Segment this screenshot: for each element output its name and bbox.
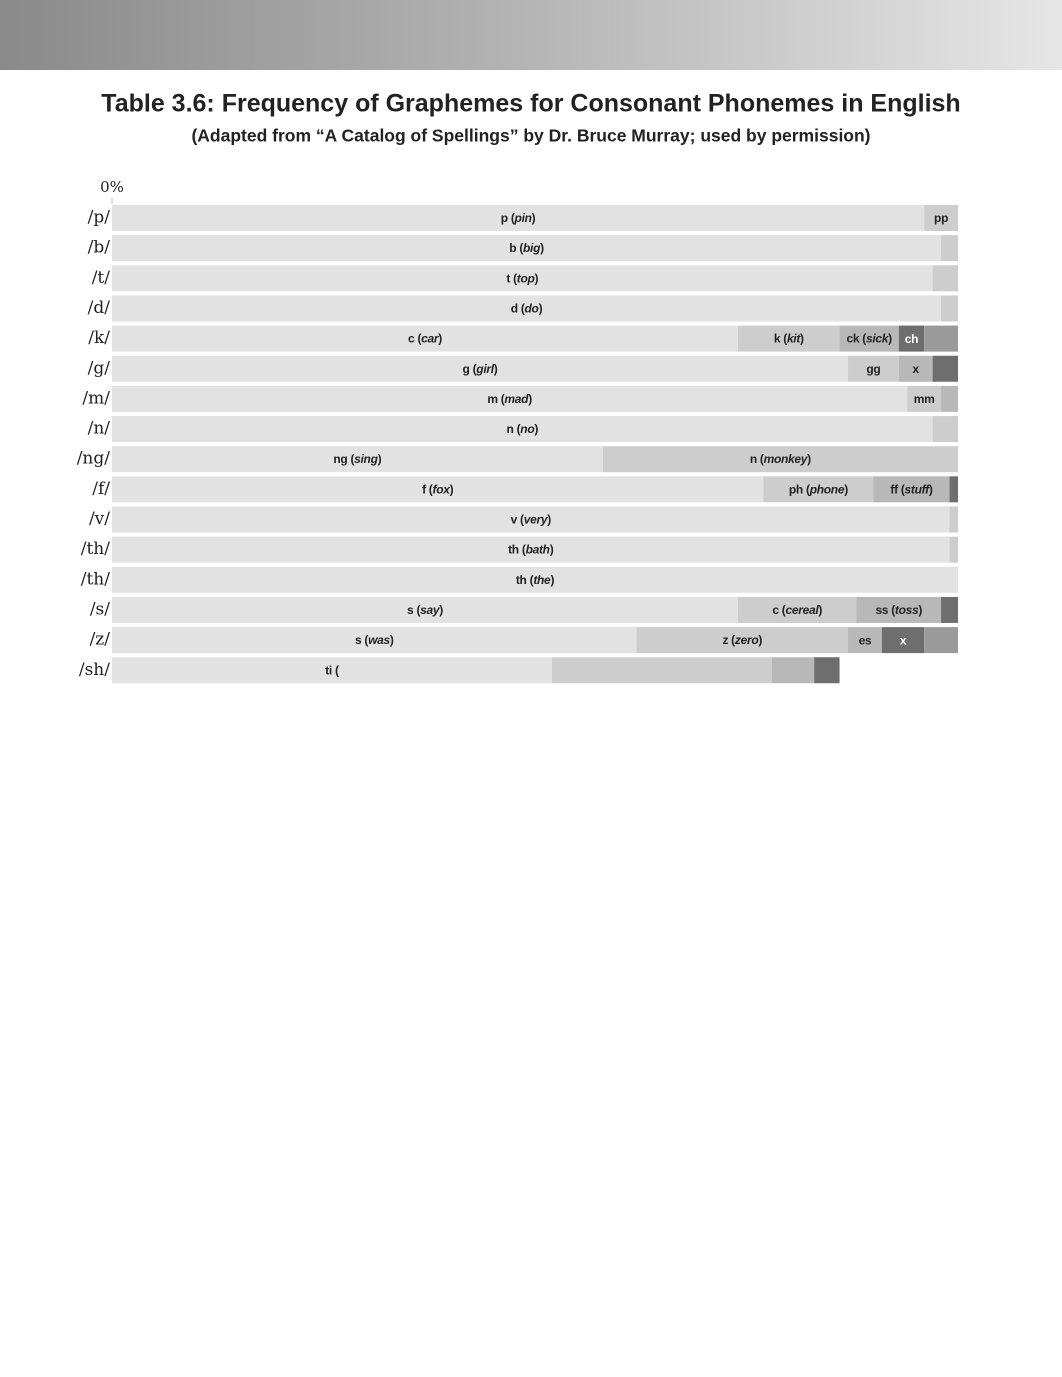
bar-segment — [551, 657, 772, 684]
bar-segment — [112, 325, 739, 352]
bar-segment — [941, 385, 958, 412]
segment-label: mm — [914, 392, 935, 406]
segment-label: z (zero) — [722, 633, 762, 647]
segment-label: ss (toss) — [875, 603, 922, 617]
bar-segment — [112, 506, 950, 533]
bar-segment — [112, 355, 849, 382]
bar-segment — [771, 657, 815, 684]
segment-label: k (kit) — [774, 332, 804, 346]
bar-segment — [898, 355, 933, 382]
x-tick-label: 0% — [100, 178, 124, 196]
bar-segment — [112, 295, 942, 322]
segment-label: t (top) — [506, 271, 538, 285]
segment-label: x — [913, 362, 920, 376]
row-label: /f/ — [92, 479, 110, 499]
row-label: /z/ — [90, 630, 111, 650]
segment-label: ch — [905, 332, 918, 346]
bar-segment — [112, 627, 637, 654]
bar-segment — [738, 325, 840, 352]
segment-label: b (big) — [509, 241, 544, 255]
segment-label: n (no) — [507, 422, 539, 436]
bar-segment — [856, 596, 942, 623]
bar-segment — [112, 657, 552, 684]
segment-label: ti ( — [325, 663, 339, 677]
segment-label: th (bath) — [508, 543, 554, 557]
bar-segment — [112, 566, 958, 593]
bar-segment — [941, 235, 958, 262]
segment-label: d (do) — [511, 302, 543, 316]
bar-segment — [907, 385, 942, 412]
segment-label: g (girl) — [463, 362, 498, 376]
segment-label: n (monkey) — [750, 452, 811, 466]
bar-segment — [949, 536, 958, 563]
segment-label: m (mad) — [487, 392, 532, 406]
segment-label: p (pin) — [501, 211, 536, 225]
bar-segment — [949, 506, 958, 533]
row-label: /sh/ — [79, 660, 110, 680]
bar-segment — [881, 627, 925, 654]
segment-label: ng (sing) — [333, 452, 381, 466]
bar-segment — [941, 295, 958, 322]
header-band — [0, 0, 1062, 70]
bar-segment — [602, 446, 958, 473]
bar-segment — [112, 265, 933, 292]
bar-segment — [112, 416, 933, 443]
segment-label: c (cereal) — [772, 603, 822, 617]
segment-label: pp — [934, 211, 948, 225]
segment-label: ph (phone) — [789, 483, 848, 497]
bar-segment — [112, 476, 764, 503]
bar-segment — [932, 265, 958, 292]
row-label: /t/ — [92, 268, 111, 288]
bar-segment — [932, 416, 958, 443]
row-label: /k/ — [88, 328, 110, 348]
bar-segment — [924, 627, 958, 654]
bar-segment — [814, 657, 840, 684]
row-label: /d/ — [88, 298, 111, 318]
bar-segment — [112, 536, 950, 563]
bar-segment — [636, 627, 849, 654]
chart-title: Table 3.6: Frequency of Graphemes for Co… — [101, 90, 960, 118]
bar-segment — [112, 446, 603, 473]
row-label: /s/ — [90, 599, 110, 619]
row-label: /b/ — [88, 238, 111, 258]
row-label: /ng/ — [77, 449, 111, 469]
segment-label: v (very) — [511, 513, 552, 527]
row-label: /n/ — [88, 419, 111, 439]
segment-label: es — [859, 633, 872, 647]
bar-segment — [763, 476, 874, 503]
segment-label: ck (sick) — [846, 332, 892, 346]
bar-segment — [112, 235, 942, 262]
bar-segment — [924, 205, 958, 231]
bar-segment — [873, 476, 950, 503]
segment-label: gg — [866, 362, 880, 376]
row-label: /v/ — [89, 509, 110, 529]
bar-segment — [941, 596, 958, 623]
bar-segment — [839, 325, 899, 352]
bar-segment — [924, 325, 958, 352]
segment-label: s (say) — [407, 603, 443, 617]
segment-label: f (fox) — [422, 483, 454, 497]
bar-segment — [898, 325, 925, 352]
segment-label: s (was) — [355, 633, 394, 647]
segment-label: th (the) — [516, 573, 555, 587]
row-label: /m/ — [82, 388, 110, 408]
bar-segment — [949, 476, 958, 503]
bar-segment — [112, 205, 925, 231]
chart-subtitle: (Adapted from “A Catalog of Spellings” b… — [191, 126, 870, 146]
row-label: /p/ — [88, 208, 111, 228]
segment-label: ff (stuff) — [890, 483, 932, 497]
bar-segment — [112, 385, 908, 412]
row-label: /th/ — [81, 539, 111, 559]
bar-segment — [848, 355, 899, 382]
bar-segment — [112, 596, 739, 623]
segment-label: x — [900, 633, 907, 647]
segment-label: c (car) — [408, 332, 442, 346]
bar-segment — [932, 355, 958, 382]
row-label: /g/ — [88, 358, 111, 378]
bar-segment — [738, 596, 857, 623]
row-label: /th/ — [81, 569, 111, 589]
bar-segment — [848, 627, 882, 654]
